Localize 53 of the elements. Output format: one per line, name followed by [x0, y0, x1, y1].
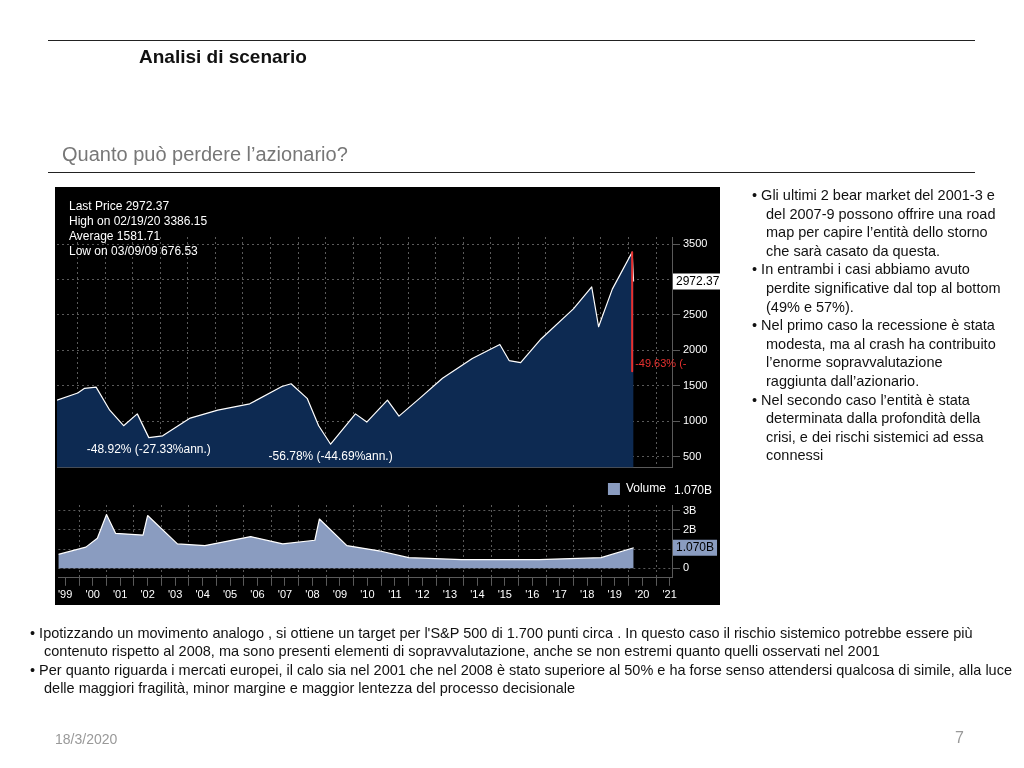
x-tick-label: '02 — [140, 588, 155, 601]
x-tick-label: '11 — [388, 588, 402, 601]
x-tick-label: '15 — [497, 588, 512, 601]
x-tick-label: '04 — [195, 588, 210, 601]
text: High on 02/19/20 3386.15 — [69, 214, 208, 229]
annotation: -56.78% (-44.69%ann.) — [268, 448, 393, 463]
x-tick-label: '08 — [305, 588, 320, 601]
annotation: -49.63% (- — [635, 356, 687, 369]
text: 7 — [955, 729, 964, 747]
x-tick-label: '99 — [58, 588, 73, 601]
text: 2972.37 — [676, 273, 720, 288]
text: Last Price 2972.37 — [69, 199, 170, 214]
y-tick-label: 2000 — [683, 343, 708, 356]
x-tick-label: '20 — [635, 588, 650, 601]
x-tick-label: '05 — [222, 588, 238, 601]
text: 1.070B — [676, 540, 715, 555]
chart-subtitle: Quanto può perdere l’azionario? — [62, 143, 348, 166]
x-tick-label: '12 — [415, 588, 430, 601]
chart-title: Analisi di scenario — [139, 46, 307, 68]
text: • Ipotizzando un movimento analogo , si ottiene un target per l'S&P 500 di 1.700 punti circa . In questo caso il rischio sistemico potrebbe essere più contenuto rispetto al 2008, ma sono presenti elementi di sopravvalutazione, anche se non estremi quanto quelli osservati nel 2001 — [30, 624, 974, 661]
annotation: -48.92% (-27.33%ann.) — [86, 441, 211, 456]
annotation: Average 1581.71 — [69, 229, 161, 244]
y-tick-label: 500 — [683, 449, 702, 462]
annotation: Low on 03/09/09 676.53 — [69, 244, 199, 259]
text: • Per quanto riguarda i mercati europei, il calo sia nel 2001 che nel 2008 è stato superiore al 50% e ha forse senso attendersi qualcosa di simile, alla luce delle maggiori fragilità, minor margine e maggior lentezza del processo decisionale — [30, 660, 1013, 698]
x-tick-label: '14 — [470, 588, 485, 601]
text: • Nel secondo caso l’entità è stata determinata dalla profondità della crisi, e dei rischi sistemici ad essa connessi — [752, 390, 985, 465]
y-tick-label: 1500 — [683, 378, 708, 391]
y-tick-label: 1000 — [683, 414, 708, 427]
x-tick-label: '07 — [277, 588, 293, 601]
x-tick-label: '13 — [442, 588, 458, 601]
text: 1.070B — [673, 483, 713, 498]
x-tick-label: '03 — [167, 588, 183, 601]
y-tick-label: 3500 — [683, 237, 708, 250]
x-tick-label: '01 — [112, 588, 128, 601]
text: • Gli ultimi 2 bear market del 2001-3 e del 2007-9 possono offrire una road map per capire l’entità dello storno che sarà casato da questa. — [752, 186, 997, 261]
y-tick-label: 2B — [683, 522, 697, 535]
x-tick-label: '00 — [85, 588, 100, 601]
y-tick-label: 2500 — [683, 308, 708, 321]
x-tick-label: '18 — [580, 588, 595, 601]
x-tick-label: '06 — [250, 588, 265, 601]
x-tick-label: '10 — [360, 588, 375, 601]
legend-label: Volume — [625, 481, 667, 496]
text: • In entrambi i casi abbiamo avuto perdite significative dal top al bottom (49% e 57%). — [752, 260, 1001, 317]
y-tick-label: 3B — [683, 503, 697, 516]
x-tick-label: '16 — [525, 588, 540, 601]
text: • Nel primo caso la recessione è stata modesta, ma al crash ha contribuito l’enorme sopravvalutazione raggiunta dall’azionario. — [752, 316, 997, 391]
x-tick-label: '19 — [607, 588, 622, 601]
x-tick-label: '17 — [552, 588, 567, 601]
text: 18/3/2020 — [55, 731, 118, 747]
y-tick-label: 0 — [683, 561, 690, 574]
x-tick-label: '21 — [662, 588, 677, 601]
x-tick-label: '09 — [332, 588, 348, 601]
